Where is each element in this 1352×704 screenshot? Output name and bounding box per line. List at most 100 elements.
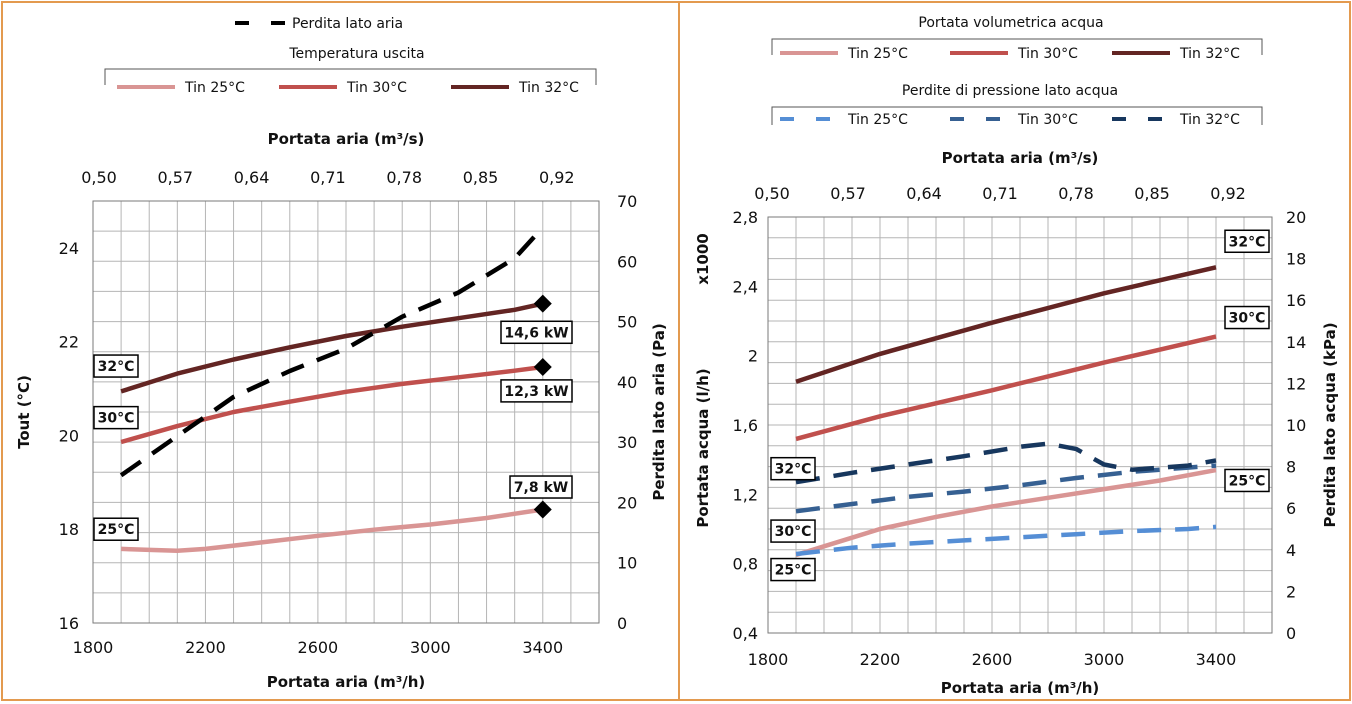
flow-label-32: 32°C [1229, 234, 1266, 250]
right-axis-tick: 6 [1286, 499, 1296, 518]
pressure-label-25: 25°C [775, 563, 812, 579]
power-label-12-3-box [500, 379, 573, 403]
left-chart-panel: Perdita lato aria Temperatura uscita Tin 2… [1, 1, 680, 701]
left-axis-tick: 16 [59, 614, 79, 633]
left-axis-multiplier: x1000 [694, 233, 712, 284]
top-axis-tick: 0,71 [982, 184, 1018, 203]
series-line-0 [795, 467, 1217, 558]
left-axis-tick: 24 [59, 239, 79, 258]
bottom-axis-tick: 2600 [972, 650, 1013, 669]
left-axis-tick: 1,2 [733, 485, 758, 504]
right-axis-title: Perdita lato aria (Pa) [650, 323, 668, 500]
end-marker-2 [533, 500, 552, 519]
right-axis-tick: 70 [617, 192, 637, 211]
left-chart-svg: Perdita lato aria Temperatura uscita Tin 2… [15, 16, 668, 691]
left-axis-title: Portata acqua (l/h) [694, 368, 712, 527]
series-line-2 [795, 265, 1217, 384]
right-axis-tick: 60 [617, 252, 637, 271]
pressure-label-32: 32°C [775, 462, 812, 478]
legend-group-title-pressure: Perdite di pressione lato acqua [902, 83, 1118, 99]
power-label-14-6-box [500, 320, 573, 345]
top-axis-tick: 0,85 [463, 168, 499, 187]
power-label-7-8: 7,8 kW [514, 480, 568, 496]
top-axis-tick: 0,57 [157, 168, 193, 187]
right-axis-tick: 4 [1286, 541, 1296, 560]
top-axis-title: Portata aria (m³/s) [268, 130, 425, 148]
series-line-3 [119, 225, 545, 478]
left-axis-title: Tout (°C) [15, 375, 33, 449]
bottom-axis-tick: 3400 [1196, 650, 1237, 669]
temp-label-25: 25°C [98, 522, 135, 538]
left-axis-tick: 2,4 [733, 277, 758, 296]
right-axis-title: Perdita lato acqua (kPa) [1321, 322, 1339, 527]
series-line-2 [120, 301, 544, 394]
right-axis-tick: 0 [617, 614, 627, 633]
top-axis-title: Portata aria (m³/s) [942, 149, 1099, 167]
right-chart-panel: Portata volumetrica acqua Tin 25°C Tin 30°… [678, 1, 1351, 701]
legend-label-flow-1: Tin 30°C [1017, 46, 1078, 62]
legend-label-pressure-1: Tin 30°C [1017, 112, 1078, 128]
bottom-axis-tick: 3000 [410, 638, 451, 657]
flow-label-25: 25°C [1229, 473, 1266, 489]
end-marker-1 [533, 357, 552, 376]
flow-label-25-box [1224, 468, 1270, 493]
left-axis-tick: 0,4 [733, 624, 758, 643]
top-axis-tick: 0,92 [539, 168, 575, 187]
pressure-label-32-box [770, 456, 816, 481]
legend-group-title-outlet: Temperatura uscita [288, 46, 424, 62]
top-axis-tick: 0,57 [830, 184, 866, 203]
top-axis-tick: 0,71 [310, 168, 346, 187]
temp-label-32-box [93, 354, 139, 378]
right-axis-tick: 10 [617, 554, 637, 573]
temp-label-30-box [93, 405, 139, 430]
plot-border [92, 200, 600, 624]
legend-label-tin-0: Tin 25°C [184, 80, 245, 96]
right-axis-tick: 0 [1286, 624, 1296, 643]
power-label-12-3: 12,3 kW [504, 384, 568, 400]
top-axis-tick: 0,85 [1134, 184, 1170, 203]
top-axis-tick: 0,92 [1210, 184, 1246, 203]
flow-label-30-box [1224, 305, 1270, 330]
left-axis-tick: 22 [59, 333, 79, 352]
top-axis-tick: 0,64 [906, 184, 942, 203]
left-axis-tick: 2,8 [733, 208, 758, 227]
series-line-0 [121, 507, 544, 554]
bottom-axis-tick: 1800 [748, 650, 789, 669]
temp-label-25-box [93, 517, 139, 541]
right-axis-tick: 50 [617, 313, 637, 332]
right-axis-tick: 20 [617, 493, 637, 512]
right-axis-tick: 20 [1286, 208, 1306, 227]
power-label-14-6: 14,6 kW [504, 325, 568, 341]
bottom-axis-tick: 2200 [860, 650, 901, 669]
series-line-5 [795, 441, 1217, 485]
bottom-axis-title: Portata aria (m³/h) [267, 673, 426, 691]
top-axis-tick: 0,50 [754, 184, 790, 203]
legend-label-flow-0: Tin 25°C [847, 46, 908, 62]
legend-bracket-flow [771, 38, 1263, 55]
legend-label-tin-1: Tin 30°C [346, 80, 407, 96]
temp-label-32: 32°C [98, 359, 135, 375]
pressure-label-25-box [770, 557, 816, 582]
bottom-axis-title: Portata aria (m³/h) [941, 679, 1100, 697]
flow-label-32-box [1224, 229, 1270, 254]
bottom-axis-tick: 2600 [298, 638, 339, 657]
flow-label-30: 30°C [1229, 311, 1266, 327]
left-axis-tick: 1,6 [733, 416, 758, 435]
end-marker-0 [533, 294, 552, 313]
legend-label-pressure-2: Tin 32°C [1179, 112, 1240, 128]
right-axis-tick: 18 [1286, 250, 1306, 269]
left-axis-tick: 20 [59, 426, 79, 445]
legend-label-air-loss: Perdita lato aria [292, 16, 403, 32]
pressure-label-30-box [770, 519, 816, 543]
pressure-label-30: 30°C [775, 524, 812, 540]
legend-group-title-flow: Portata volumetrica acqua [918, 15, 1103, 31]
bottom-axis-tick: 1800 [73, 638, 114, 657]
legend-label-flow-2: Tin 32°C [1179, 46, 1240, 62]
top-axis-tick: 0,78 [386, 168, 422, 187]
right-axis-tick: 14 [1286, 333, 1306, 352]
bottom-axis-tick: 3400 [522, 638, 563, 657]
legend-bracket-pressure [771, 106, 1263, 125]
right-axis-tick: 10 [1286, 416, 1306, 435]
top-axis-tick: 0,64 [234, 168, 270, 187]
